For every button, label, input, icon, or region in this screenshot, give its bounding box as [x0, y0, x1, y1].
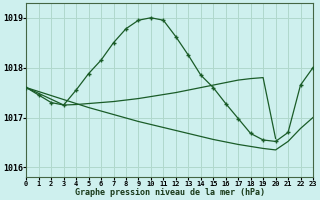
X-axis label: Graphe pression niveau de la mer (hPa): Graphe pression niveau de la mer (hPa) — [75, 188, 265, 197]
